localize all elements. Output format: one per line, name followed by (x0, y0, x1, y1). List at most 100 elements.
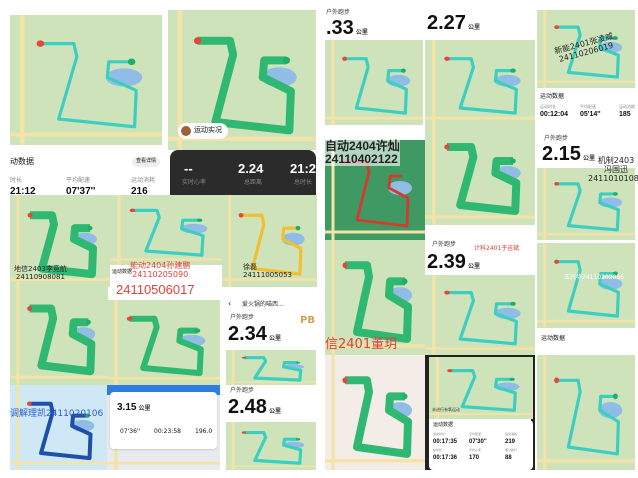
summary-card: 3.15 公里 07'36'' 00:23:58 196.0 (110, 392, 217, 449)
road (425, 125, 535, 225)
route-map (325, 355, 425, 470)
route-line (198, 41, 291, 131)
label: 运动时长 (540, 104, 556, 109)
road (325, 355, 425, 470)
start-marker (241, 356, 247, 359)
distance: 2.39 公里 (427, 251, 480, 273)
card-header (425, 240, 535, 275)
label: 累计爬升 (505, 448, 518, 452)
route-map (537, 355, 635, 470)
value: 00:17:35 (433, 439, 458, 445)
road (222, 195, 317, 287)
start-marker (444, 144, 450, 150)
value: 88 (505, 455, 512, 461)
distance: 2.48 公里 (228, 396, 281, 418)
pace: 07'36'' (120, 428, 141, 435)
route-map (425, 125, 535, 225)
end-marker (612, 271, 618, 276)
watermark: 信2401董玥 (325, 337, 398, 352)
watermark: 自动2404许灿 24110402122 (325, 139, 400, 167)
road (10, 195, 110, 287)
hint-bar[interactable]: 未进行有氧运动 (432, 407, 460, 412)
end-marker (127, 58, 136, 66)
stat-label: 实时心率 (182, 179, 207, 186)
map-r (226, 422, 316, 470)
end-marker (282, 56, 291, 64)
route-line (345, 380, 408, 454)
label: 运动时长 (433, 432, 446, 436)
route-map (226, 422, 316, 470)
detail-button[interactable]: 查看详情 (132, 157, 161, 167)
map-d (425, 40, 535, 125)
road (537, 10, 635, 88)
end-marker (612, 393, 618, 400)
start-marker (27, 306, 33, 312)
value: 170 (469, 455, 480, 461)
start-marker (193, 37, 202, 45)
end-marker (402, 173, 408, 179)
route-line (130, 319, 201, 373)
stats-card: 运动数据 00:17:35 07'30'' 219 运动时长 平均配速 运动消耗… (429, 420, 533, 470)
route-line (447, 59, 516, 113)
end-marker (196, 218, 203, 222)
road (537, 168, 635, 240)
road (10, 15, 162, 145)
route-line (345, 265, 408, 339)
map-f (10, 195, 110, 287)
map-c (325, 40, 423, 125)
distance: 3.15 公里 (117, 402, 151, 413)
distance: 2.34 公里 (228, 323, 281, 345)
chip-label: 运动实况 (194, 126, 222, 135)
user-name: 爱火锅的喵西... (242, 301, 284, 308)
route-line (132, 210, 203, 255)
label: 运动消耗 (131, 177, 156, 184)
stat-label: 总距离 (244, 179, 263, 186)
road (226, 350, 316, 385)
back-button[interactable]: ‹ (228, 299, 232, 308)
map-u (537, 355, 635, 470)
stat-value: 21:2 (290, 161, 317, 176)
route-map (425, 40, 535, 125)
sport-type: 户外跑步 (230, 387, 255, 394)
route-map (10, 195, 110, 287)
start-marker (554, 259, 560, 264)
route-map (325, 240, 425, 355)
start-marker (26, 401, 32, 406)
start-marker (238, 212, 244, 218)
map-e2 (537, 168, 635, 240)
value: 216 (131, 186, 148, 197)
label: 运动消耗 (619, 104, 635, 109)
route-map (10, 287, 108, 385)
route-map (222, 195, 317, 287)
route-line (244, 433, 301, 464)
end-marker (295, 361, 301, 364)
map-p (10, 385, 107, 470)
start-marker (447, 369, 453, 373)
label: 平均配速 (580, 104, 596, 109)
live-chip[interactable]: 运动实况 (178, 123, 228, 139)
watermark: 地信2403李竞航 24110908081 (14, 265, 67, 281)
distance: 2.15 公里 (542, 143, 595, 165)
route-map (107, 300, 220, 385)
start-marker (342, 262, 348, 269)
distance: .33 公里 (326, 17, 368, 39)
route-map (429, 357, 533, 419)
end-marker (402, 278, 408, 285)
route-map (425, 275, 535, 355)
map-e (537, 10, 635, 88)
route-map (537, 10, 635, 88)
watermark: 王兴华24110202086 (564, 274, 624, 281)
avatar (181, 126, 191, 136)
start-marker (342, 377, 348, 384)
route-line (29, 404, 90, 458)
road (429, 357, 533, 419)
end-marker (509, 377, 515, 381)
end-marker (295, 438, 301, 441)
start-marker (554, 25, 560, 30)
map-l (425, 275, 535, 355)
label: 平均配速 (66, 177, 91, 184)
route-line (447, 293, 516, 344)
distance: 2.27 公里 (427, 12, 480, 34)
map-g (110, 195, 222, 265)
end-marker (85, 413, 91, 418)
